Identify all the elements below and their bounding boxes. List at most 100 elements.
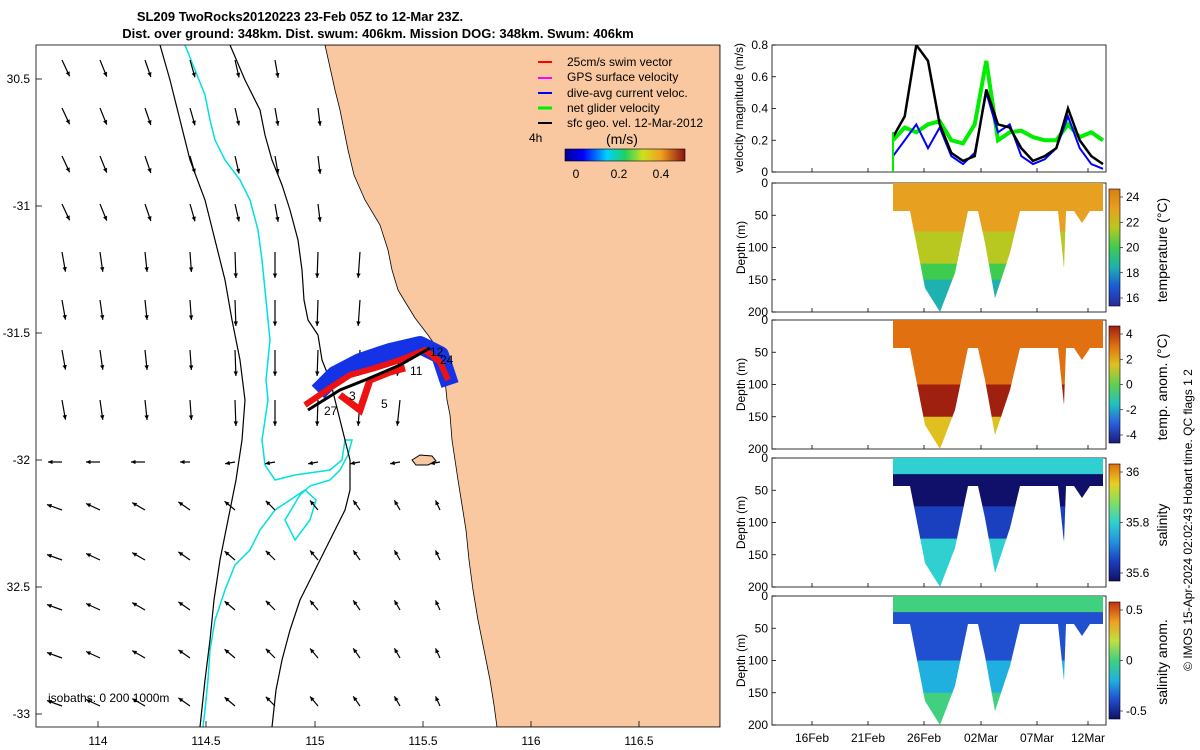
lat-tick-label: -31.5 bbox=[3, 326, 31, 340]
current-arrow-head bbox=[132, 698, 138, 703]
section-colorbar bbox=[1108, 463, 1121, 582]
depth-tick-label: 50 bbox=[755, 621, 769, 635]
depth-tick-label: 50 bbox=[755, 345, 769, 359]
colorbar-tick-label: 0 bbox=[1126, 378, 1133, 392]
current-arrow-head bbox=[356, 273, 361, 278]
current-arrow-head bbox=[147, 216, 152, 222]
colorbar-tick-label: 35.6 bbox=[1126, 566, 1150, 580]
current-arrow-head bbox=[188, 415, 194, 420]
colorbar-tick-0: 0 bbox=[573, 167, 580, 181]
current-arrow-head bbox=[178, 649, 184, 655]
depth-tick-label: 150 bbox=[748, 410, 768, 424]
colorbar-tick-1: 0.2 bbox=[611, 167, 628, 181]
current-arrow-head bbox=[65, 119, 70, 125]
colorbar-unit-label: (m/s) bbox=[606, 131, 638, 147]
current-arrow-head bbox=[65, 215, 70, 221]
current-arrow-head bbox=[132, 552, 138, 557]
current-arrow-head bbox=[315, 273, 320, 278]
current-arrow-head bbox=[310, 696, 315, 702]
colorbar-label: salinity bbox=[1154, 504, 1170, 547]
current-arrow-head bbox=[132, 502, 138, 507]
current-arrow-head bbox=[132, 650, 138, 655]
glider-track-red bbox=[303, 347, 451, 408]
current-arrow-head bbox=[46, 604, 52, 609]
current-arrow-head bbox=[224, 601, 230, 606]
current-arrow-head bbox=[65, 167, 70, 173]
current-arrow-head bbox=[86, 459, 91, 465]
current-arrow-head bbox=[235, 216, 241, 222]
day-label-5: 5 bbox=[381, 397, 388, 411]
depth-ylabel: Depth (m) bbox=[734, 496, 748, 549]
current-arrow-head bbox=[394, 600, 399, 606]
current-arrow-head bbox=[178, 697, 184, 703]
current-arrow-head bbox=[275, 72, 280, 78]
current-arrow-head bbox=[317, 169, 322, 174]
current-arrow-head bbox=[315, 371, 320, 376]
current-arrow-head bbox=[147, 120, 152, 126]
current-arrow-head bbox=[62, 266, 67, 272]
current-arrow-head bbox=[100, 415, 105, 420]
depth-tick-label: 200 bbox=[748, 580, 768, 594]
section-colorbar bbox=[1108, 188, 1121, 307]
depth-tick-label: 100 bbox=[748, 241, 768, 255]
section-band bbox=[893, 458, 1103, 476]
current-arrow-head bbox=[144, 415, 149, 420]
depth-tick-label: 100 bbox=[748, 516, 768, 530]
current-arrow-head bbox=[272, 421, 278, 426]
lon-tick-label: 115 bbox=[305, 734, 324, 748]
current-arrow-head bbox=[233, 371, 238, 376]
glider-track-red-loop bbox=[337, 364, 406, 416]
current-arrow-head bbox=[310, 600, 315, 606]
time-tick-label: 21Feb bbox=[851, 731, 885, 745]
current-arrow-head bbox=[62, 414, 67, 420]
current-arrow-head bbox=[188, 365, 194, 370]
velocity-ytick-label: 0.4 bbox=[751, 102, 768, 116]
lat-tick-label: -32 bbox=[13, 453, 31, 467]
map-frame bbox=[35, 44, 721, 728]
current-arrow-head bbox=[435, 696, 440, 702]
current-arrow-head bbox=[103, 215, 108, 221]
map-panel: 12 24 11 3 5 27 isobaths: 0 200 1000m 11… bbox=[3, 44, 721, 748]
current-arrow-head bbox=[147, 72, 152, 78]
section-band bbox=[893, 596, 1103, 614]
current-arrow-head bbox=[191, 168, 196, 174]
velocity-ytick-label: 0 bbox=[761, 165, 768, 179]
depth-tick-label: 0 bbox=[761, 451, 768, 465]
colorbar-tick-label: -0.5 bbox=[1126, 704, 1147, 718]
lat-tick-label: 30.5 bbox=[7, 72, 31, 86]
lon-tick-label: 116 bbox=[521, 734, 540, 748]
current-arrow-head bbox=[86, 651, 92, 656]
title-line-2: Dist. over ground: 348km. Dist. swum: 40… bbox=[122, 26, 634, 41]
lon-tick-label: 114 bbox=[88, 734, 107, 748]
current-arrow-head bbox=[86, 699, 92, 704]
current-arrow-head bbox=[86, 603, 92, 608]
isobaths-note: isobaths: 0 200 1000m bbox=[48, 691, 169, 705]
rottnest-island bbox=[411, 454, 437, 466]
current-arrow-head bbox=[350, 460, 355, 466]
current-arrow-head bbox=[435, 600, 440, 606]
current-arrow-head bbox=[356, 421, 361, 426]
colorbar-tick-label: 0 bbox=[1126, 654, 1133, 668]
velocity-series-line bbox=[891, 45, 1104, 166]
glider-track-blue bbox=[311, 336, 459, 399]
depth-tick-label: 50 bbox=[755, 483, 769, 497]
time-tick-label: 26Feb bbox=[907, 731, 941, 745]
depth-tick-label: 0 bbox=[761, 313, 768, 327]
current-arrow-head bbox=[225, 460, 230, 466]
current-arrow-head bbox=[353, 696, 358, 702]
current-arrow-head bbox=[178, 501, 184, 507]
velocity-ytick-label: 0.6 bbox=[751, 70, 768, 84]
lon-tick-label: 115.5 bbox=[408, 734, 437, 748]
depth-tick-label: 100 bbox=[748, 654, 768, 668]
current-arrow-head bbox=[178, 601, 184, 607]
section-band bbox=[893, 183, 1103, 201]
isobath-0m bbox=[184, 45, 353, 727]
depth-ylabel: Depth (m) bbox=[734, 358, 748, 411]
current-arrow-head bbox=[275, 168, 280, 174]
colorbar-tick-label: 20 bbox=[1126, 241, 1140, 255]
current-arrow-head bbox=[310, 648, 315, 654]
time-tick-label: 16Feb bbox=[795, 731, 829, 745]
legend-swim-label: 25cm/s swim vector bbox=[567, 55, 672, 69]
current-arrow-head bbox=[275, 216, 280, 222]
